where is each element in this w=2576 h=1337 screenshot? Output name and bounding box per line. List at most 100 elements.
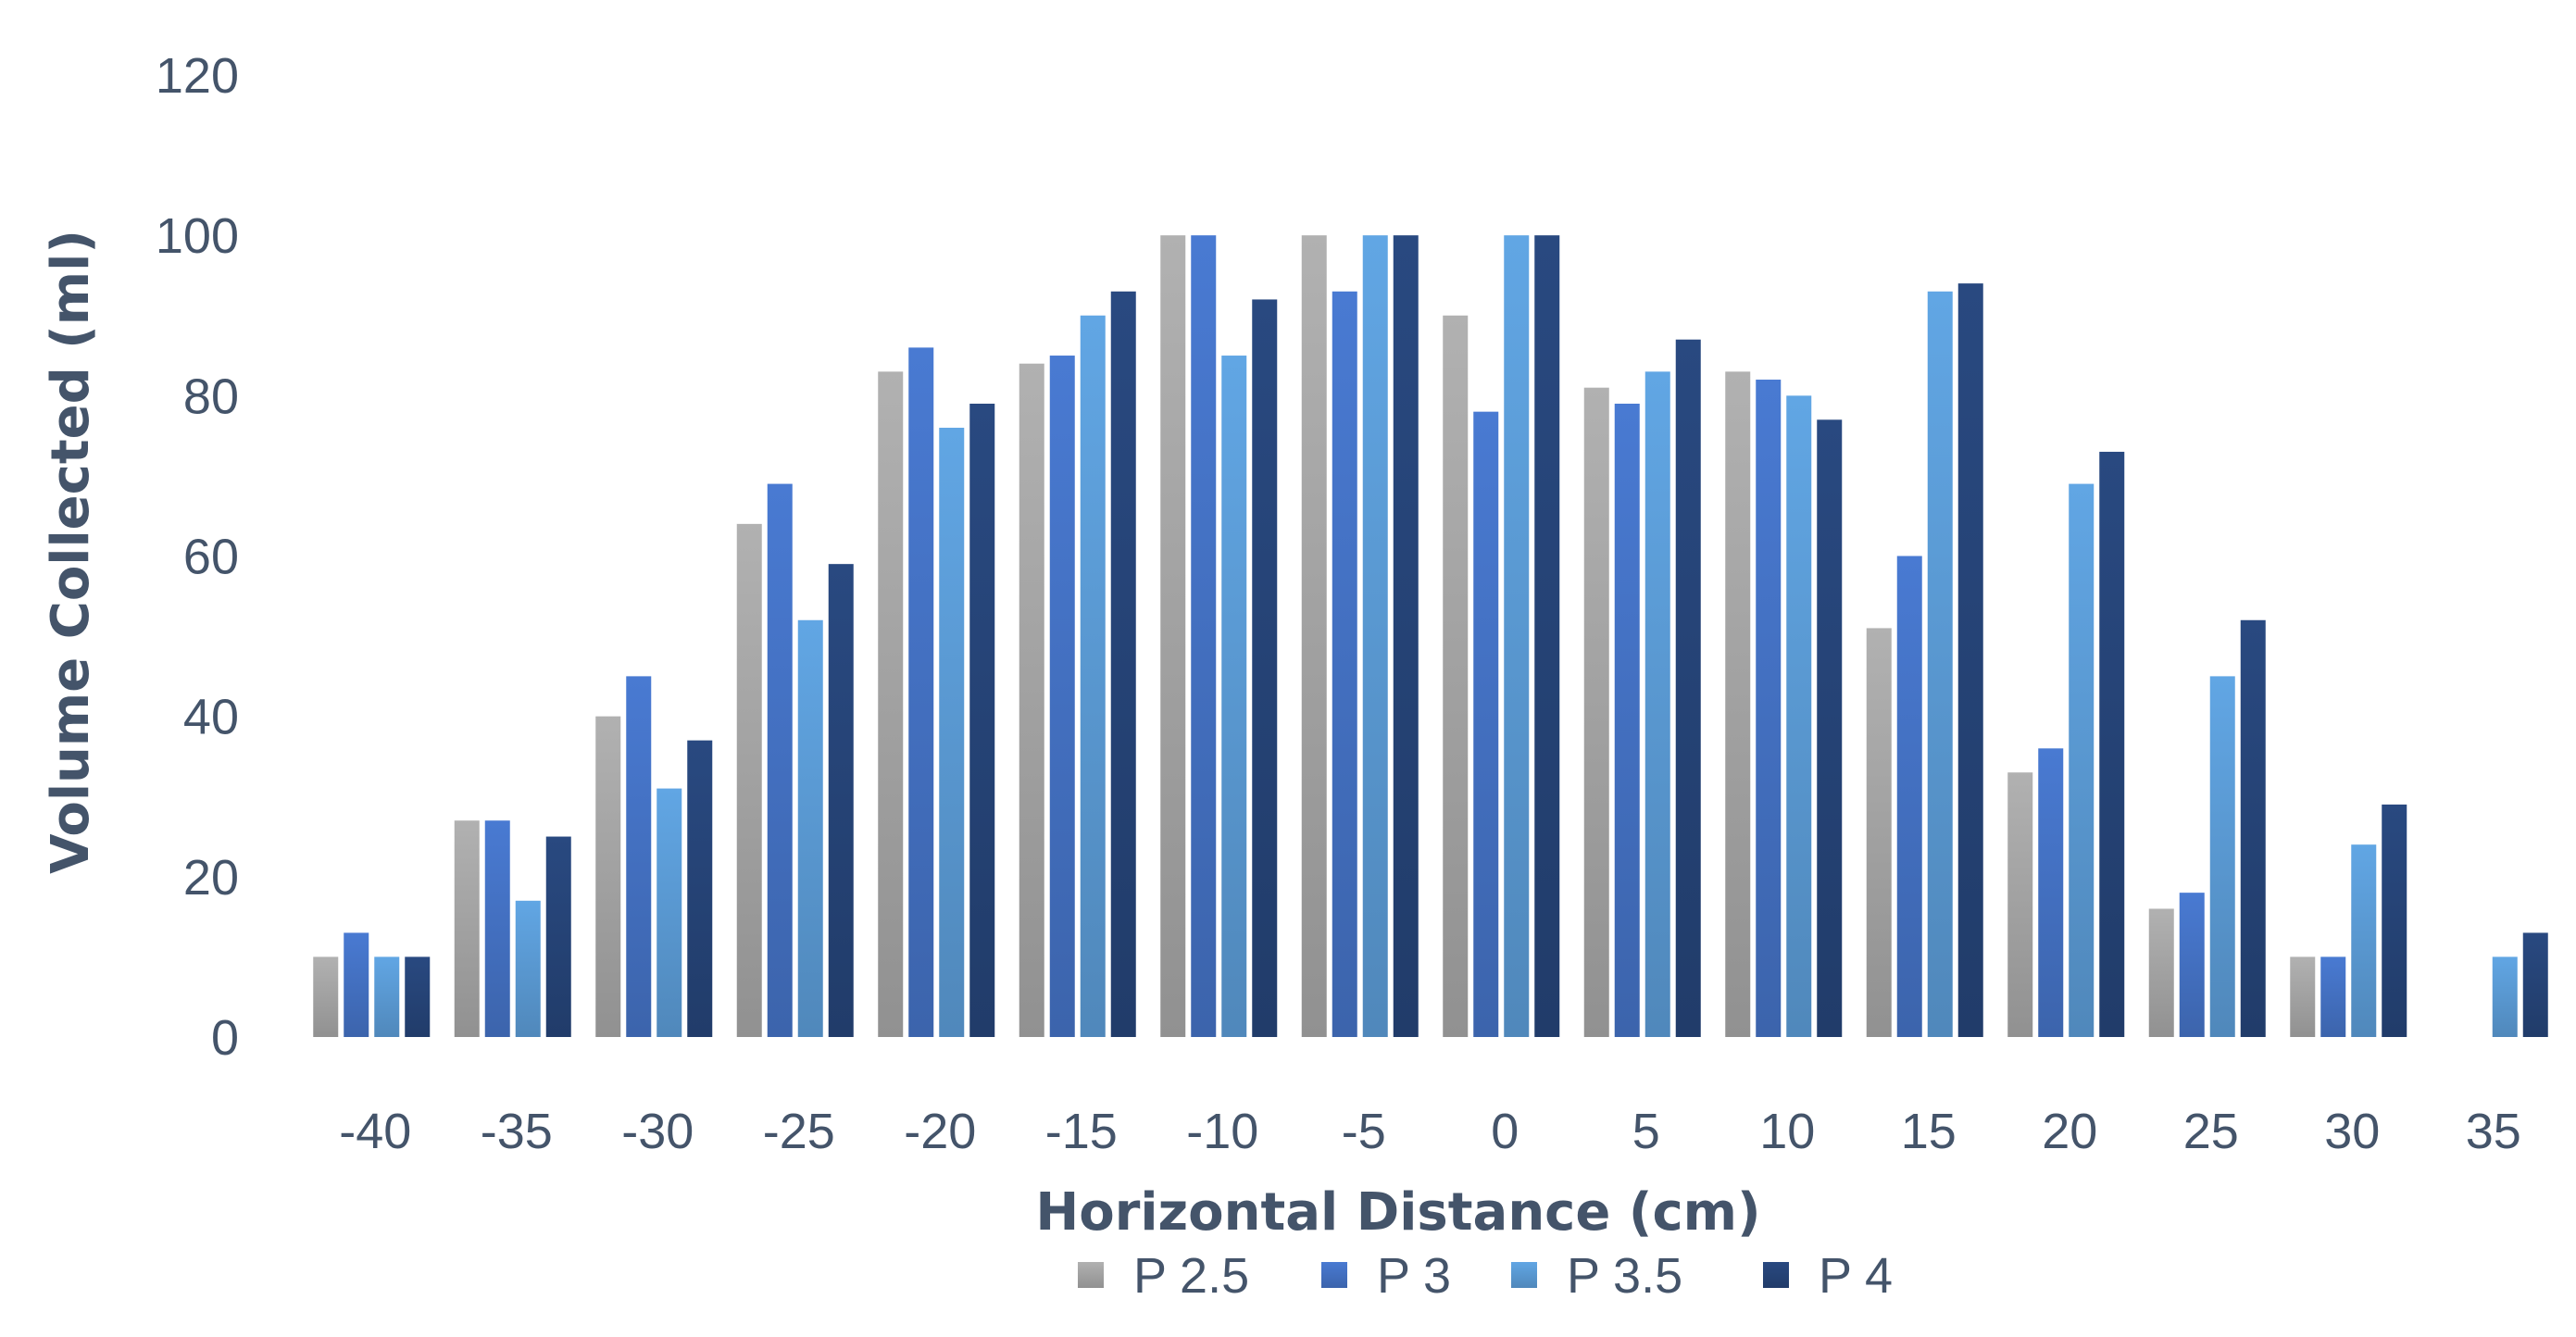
plot-area bbox=[313, 235, 2548, 1038]
bar-p4-0 bbox=[1534, 235, 1560, 1037]
bar-p4--30 bbox=[687, 740, 713, 1037]
legend-label: P 4 bbox=[1819, 1248, 1893, 1304]
x-tick-label: 25 bbox=[2183, 1104, 2239, 1159]
x-tick-label: -25 bbox=[763, 1104, 835, 1159]
bar-p3_5--20 bbox=[939, 427, 965, 1037]
legend-label: P 3 bbox=[1377, 1248, 1451, 1304]
bar-p3--25 bbox=[767, 483, 793, 1037]
x-tick-label: 20 bbox=[2042, 1104, 2097, 1159]
bar-p2_5--5 bbox=[1301, 235, 1327, 1037]
x-axis-title: Horizontal Distance (cm) bbox=[1035, 1182, 1760, 1243]
bar-p4-35 bbox=[2522, 932, 2548, 1037]
bar-p2_5-5 bbox=[1583, 387, 1609, 1037]
bar-p3_5-15 bbox=[1927, 291, 1953, 1037]
x-tick-label: -15 bbox=[1045, 1104, 1118, 1159]
x-tick-label: 35 bbox=[2466, 1104, 2521, 1159]
bar-p4--10 bbox=[1252, 299, 1278, 1037]
x-tick-label: -10 bbox=[1186, 1104, 1258, 1159]
y-axis-title: Volume Collected (ml) bbox=[41, 230, 101, 874]
bar-p3_5-25 bbox=[2209, 676, 2235, 1037]
bar-p2_5-30 bbox=[2290, 956, 2316, 1037]
x-tick-label: -20 bbox=[904, 1104, 976, 1159]
bar-p3-5 bbox=[1614, 403, 1640, 1037]
bar-p3--10 bbox=[1191, 235, 1217, 1037]
bar-p2_5--10 bbox=[1160, 235, 1186, 1037]
bar-p4--25 bbox=[828, 564, 854, 1037]
bar-p3_5-10 bbox=[1786, 395, 1812, 1037]
x-axis-ticks: -40 -35 -30 -25 -20 -15 -10 -5 0 5 10 15 20 25 30 35 bbox=[339, 1104, 2521, 1159]
legend: P 2.5 P 3 P 3.5 P 4 bbox=[1078, 1248, 1893, 1304]
bar-p3_5-30 bbox=[2351, 844, 2377, 1037]
bar-p3_5-5 bbox=[1644, 371, 1670, 1037]
bar-p3_5-35 bbox=[2492, 956, 2518, 1037]
bar-p2_5-20 bbox=[2007, 772, 2033, 1037]
bar-p2_5--25 bbox=[736, 523, 762, 1037]
legend-swatch bbox=[1321, 1262, 1347, 1288]
bar-p4--15 bbox=[1110, 291, 1136, 1037]
x-tick-label: 10 bbox=[1759, 1104, 1815, 1159]
bar-p3--20 bbox=[908, 347, 934, 1038]
y-tick-label: 80 bbox=[183, 369, 239, 424]
y-tick-label: 100 bbox=[156, 208, 239, 264]
bar-p2_5--15 bbox=[1019, 363, 1044, 1037]
bar-p2_5--30 bbox=[595, 716, 621, 1037]
bar-p4--5 bbox=[1393, 235, 1419, 1037]
bar-p4-25 bbox=[2240, 619, 2266, 1037]
bar-p3_5-0 bbox=[1504, 235, 1530, 1037]
bar-p3--35 bbox=[484, 820, 510, 1037]
bar-p3_5--35 bbox=[515, 900, 541, 1037]
x-tick-label: 0 bbox=[1491, 1104, 1519, 1159]
x-tick-label: -5 bbox=[1342, 1104, 1386, 1159]
bar-p4-20 bbox=[2099, 451, 2125, 1038]
bar-p2_5-15 bbox=[1866, 628, 1892, 1037]
x-tick-label: -30 bbox=[621, 1104, 694, 1159]
legend-label: P 2.5 bbox=[1133, 1248, 1249, 1304]
bar-p3--15 bbox=[1049, 356, 1075, 1038]
bar-p3_5--30 bbox=[657, 788, 682, 1037]
bar-p3-30 bbox=[2320, 956, 2346, 1037]
bar-p3_5--40 bbox=[374, 956, 400, 1037]
legend-swatch bbox=[1763, 1262, 1789, 1288]
bar-p2_5--40 bbox=[313, 956, 339, 1037]
bar-p3-20 bbox=[2038, 748, 2064, 1037]
bar-p4--40 bbox=[405, 956, 431, 1037]
bar-p4-5 bbox=[1675, 339, 1701, 1038]
bar-p3-0 bbox=[1473, 411, 1499, 1037]
y-tick-label: 0 bbox=[211, 1010, 239, 1066]
x-tick-label: -35 bbox=[481, 1104, 553, 1159]
bar-p3_5--10 bbox=[1221, 356, 1247, 1038]
legend-swatch bbox=[1511, 1262, 1537, 1288]
x-tick-label: -40 bbox=[339, 1104, 411, 1159]
bar-p4-30 bbox=[2382, 804, 2407, 1037]
bar-p3-10 bbox=[1756, 380, 1782, 1037]
bar-p3-25 bbox=[2179, 893, 2205, 1037]
bar-p4-10 bbox=[1817, 419, 1843, 1037]
legend-swatch bbox=[1078, 1262, 1104, 1288]
bar-p3_5--15 bbox=[1080, 315, 1106, 1037]
legend-label: P 3.5 bbox=[1567, 1248, 1682, 1304]
bar-p2_5-25 bbox=[2148, 908, 2174, 1037]
bar-p2_5--20 bbox=[878, 371, 904, 1037]
bar-p3_5-20 bbox=[2069, 483, 2095, 1037]
x-tick-label: 5 bbox=[1632, 1104, 1660, 1159]
x-tick-label: 15 bbox=[1901, 1104, 1957, 1159]
bar-p3--30 bbox=[626, 676, 652, 1037]
y-axis-ticks: 0 20 40 60 80 100 120 bbox=[156, 48, 239, 1066]
bar-p2_5-0 bbox=[1443, 315, 1469, 1037]
bar-p3_5--5 bbox=[1362, 235, 1388, 1037]
bar-p3-15 bbox=[1896, 556, 1922, 1037]
y-tick-label: 60 bbox=[183, 530, 239, 585]
bar-p4--20 bbox=[969, 403, 995, 1037]
bar-p4-15 bbox=[1957, 283, 1983, 1037]
y-tick-label: 20 bbox=[183, 850, 239, 906]
y-tick-label: 40 bbox=[183, 690, 239, 745]
x-tick-label: 30 bbox=[2324, 1104, 2380, 1159]
bar-p3--5 bbox=[1332, 291, 1357, 1037]
bar-p3--40 bbox=[344, 932, 369, 1037]
bar-p4--35 bbox=[545, 836, 571, 1037]
y-tick-label: 120 bbox=[156, 48, 239, 104]
bar-p3_5--25 bbox=[797, 619, 823, 1037]
bar-p2_5-10 bbox=[1725, 371, 1751, 1037]
bar-p2_5--35 bbox=[454, 820, 480, 1037]
